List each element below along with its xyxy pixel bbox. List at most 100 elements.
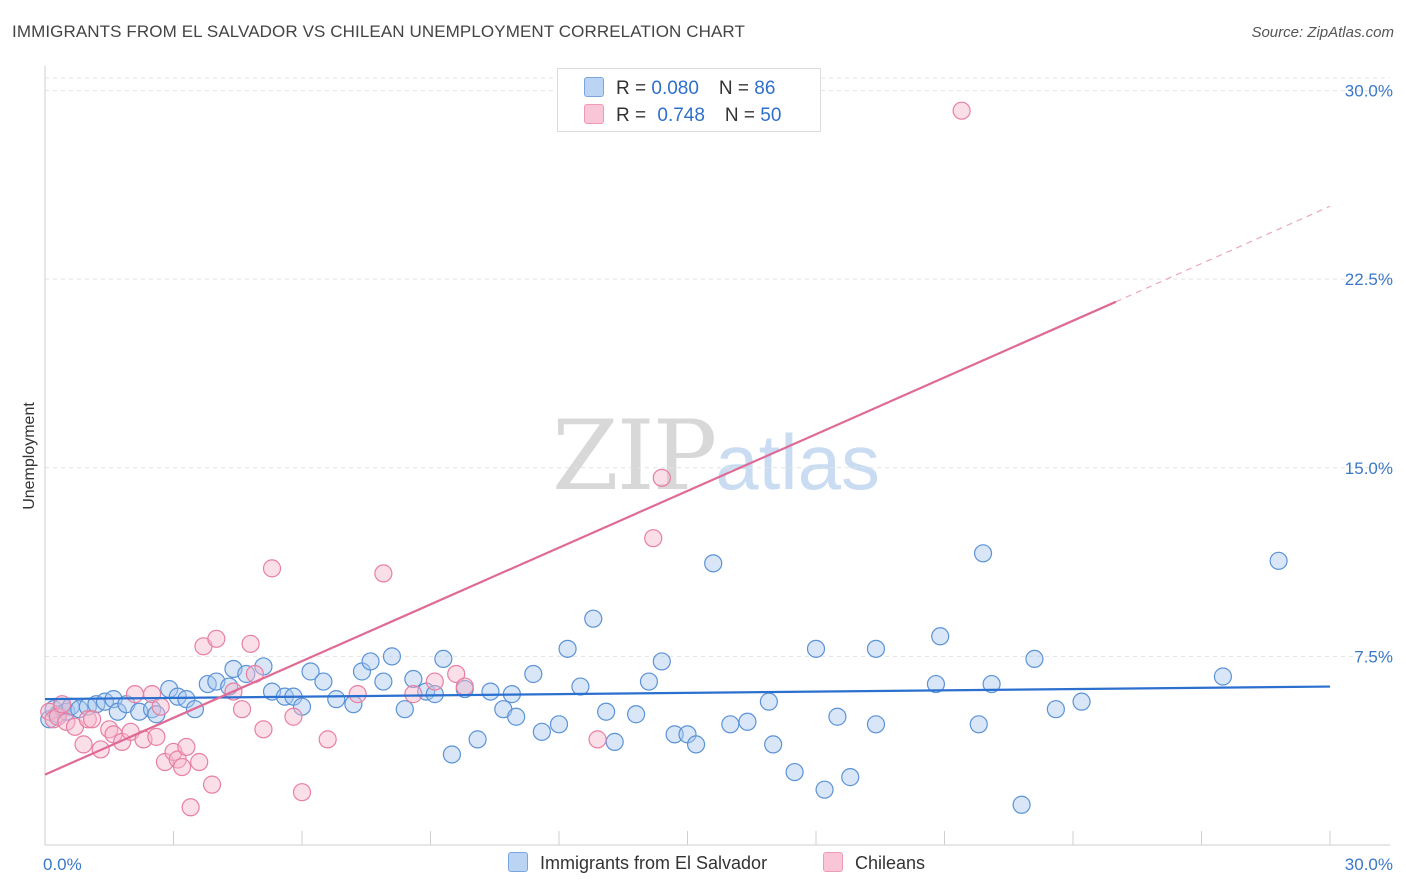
y-tick-label: 22.5%: [1345, 270, 1393, 289]
point-el-salvador: [926, 674, 946, 694]
chart-title: IMMIGRANTS FROM EL SALVADOR VS CHILEAN U…: [12, 22, 745, 41]
legend-n-value: 50: [760, 105, 782, 126]
point-el-salvador: [605, 732, 624, 751]
point-el-salvador: [425, 685, 444, 704]
point-el-salvador: [866, 715, 886, 734]
point-chileans: [151, 697, 170, 716]
point-el-salvador: [1269, 551, 1288, 570]
point-el-salvador: [626, 705, 646, 724]
point-el-salvador: [442, 745, 462, 764]
y-tick-label: 15.0%: [1345, 459, 1393, 478]
point-el-salvador: [704, 554, 723, 573]
legend-r-label: R =: [616, 78, 652, 99]
point-el-salvador: [1025, 649, 1044, 669]
point-el-salvador: [481, 682, 500, 701]
legend-row-el-salvador: R = 0.080 N = 86: [584, 77, 775, 100]
point-el-salvador: [327, 690, 346, 709]
point-el-salvador: [558, 639, 577, 658]
legend-row-chileans: R = 0.748 N = 50: [584, 104, 781, 127]
legend-r-value: 0.080: [651, 78, 699, 99]
point-chileans: [404, 685, 423, 704]
trend-line-el-salvador: [44, 685, 1331, 701]
point-chileans: [588, 730, 607, 749]
point-chileans: [447, 664, 466, 684]
point-el-salvador: [1046, 700, 1065, 719]
point-chileans: [74, 735, 93, 754]
bottom-legend-swatch-el-salvador: [508, 852, 528, 872]
point-chileans: [125, 685, 145, 704]
legend-n-value: 86: [754, 78, 776, 99]
point-el-salvador: [665, 725, 684, 744]
point-el-salvador: [785, 762, 804, 782]
point-el-salvador: [931, 627, 950, 646]
watermark: ZIPatlas: [552, 400, 880, 512]
bottom-legend-label-chileans: Chileans: [855, 853, 926, 873]
point-chileans: [292, 783, 312, 802]
trend-line-chileans-extension: [1115, 205, 1331, 303]
point-el-salvador: [597, 702, 616, 721]
point-el-salvador: [973, 544, 993, 563]
point-chileans: [83, 710, 102, 729]
bottom-legend-el-salvador: Immigrants from El Salvador: [508, 852, 767, 874]
point-chileans: [455, 677, 474, 696]
point-el-salvador: [982, 674, 1001, 694]
bottom-legend-chileans: Chileans: [823, 852, 925, 874]
x-tick-label: 0.0%: [43, 855, 82, 874]
point-chileans: [425, 672, 444, 691]
point-chileans: [172, 757, 192, 777]
point-el-salvador: [969, 715, 988, 734]
point-el-salvador: [571, 677, 590, 696]
point-el-salvador: [686, 735, 706, 754]
legend-n-label: N =: [718, 78, 755, 99]
legend-r-value: 0.748: [657, 105, 705, 126]
point-chileans: [177, 737, 196, 757]
legend-n-label: N =: [724, 105, 761, 126]
correlation-legend: R = 0.080 N = 86 R = 0.748 N = 50: [557, 68, 821, 132]
point-chileans: [284, 707, 303, 726]
point-chileans: [254, 720, 273, 739]
point-el-salvador: [301, 662, 320, 681]
point-el-salvador: [764, 735, 783, 754]
point-chileans: [57, 712, 76, 731]
point-el-salvador: [524, 664, 543, 684]
trend-line-chileans: [44, 300, 1117, 776]
point-el-salvador: [639, 672, 659, 691]
point-chileans: [318, 730, 337, 749]
point-el-salvador: [866, 639, 886, 658]
legend-r-label: R =: [616, 105, 652, 126]
bottom-legend-label-el-salvador: Immigrants from El Salvador: [540, 853, 768, 873]
point-chileans: [232, 700, 252, 719]
point-el-salvador: [815, 780, 834, 799]
point-el-salvador: [721, 715, 740, 734]
point-el-salvador: [507, 707, 526, 726]
point-el-salvador: [1213, 667, 1233, 686]
point-el-salvador: [395, 700, 414, 719]
point-el-salvador: [382, 647, 402, 666]
point-chileans: [207, 629, 226, 648]
point-chileans: [644, 529, 663, 548]
point-el-salvador: [314, 672, 333, 691]
point-el-salvador: [759, 692, 778, 711]
point-chileans: [374, 564, 393, 583]
point-el-salvador: [468, 730, 487, 749]
point-el-salvador: [584, 609, 603, 628]
watermark-zip: ZIP: [552, 400, 717, 512]
point-el-salvador: [828, 707, 847, 726]
point-chileans: [202, 775, 222, 794]
y-tick-label: 7.5%: [1354, 647, 1393, 666]
point-el-salvador: [532, 722, 551, 741]
point-el-salvador: [841, 768, 860, 787]
point-chileans: [952, 101, 971, 120]
point-el-salvador: [361, 652, 380, 671]
point-el-salvador: [549, 715, 569, 734]
point-el-salvador: [374, 672, 393, 691]
point-chileans: [348, 685, 367, 704]
point-chileans: [241, 634, 260, 653]
y-axis-title: Unemployment: [21, 402, 38, 510]
y-tick-label: 30.0%: [1345, 82, 1393, 101]
point-el-salvador: [652, 652, 671, 671]
legend-swatch-el-salvador: [584, 77, 604, 97]
point-el-salvador: [1012, 795, 1031, 814]
point-el-salvador: [738, 712, 757, 731]
